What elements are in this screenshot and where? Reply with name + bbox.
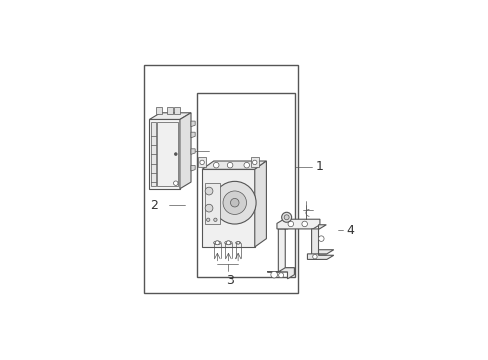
Polygon shape [250, 157, 259, 167]
Bar [157, 122, 178, 186]
Ellipse shape [235, 242, 240, 244]
Bar [167, 107, 173, 114]
Circle shape [206, 218, 209, 221]
Circle shape [230, 198, 239, 207]
Circle shape [270, 271, 277, 278]
Text: 3: 3 [225, 274, 233, 287]
Ellipse shape [224, 241, 232, 244]
Polygon shape [191, 149, 195, 154]
Circle shape [287, 221, 293, 227]
Circle shape [236, 242, 239, 244]
Circle shape [213, 162, 219, 168]
Circle shape [227, 162, 232, 168]
Bar [202, 169, 254, 247]
Polygon shape [307, 250, 333, 260]
Polygon shape [191, 166, 195, 171]
Polygon shape [198, 157, 206, 167]
Ellipse shape [213, 241, 221, 244]
Bar [156, 107, 162, 114]
Polygon shape [311, 225, 325, 260]
Polygon shape [267, 268, 294, 279]
Circle shape [281, 212, 291, 222]
Polygon shape [180, 113, 191, 189]
Circle shape [284, 215, 288, 220]
Polygon shape [149, 113, 191, 120]
Circle shape [205, 204, 212, 212]
Circle shape [318, 236, 324, 242]
Circle shape [252, 160, 257, 165]
Polygon shape [191, 121, 195, 127]
Polygon shape [276, 219, 319, 229]
Polygon shape [278, 225, 294, 272]
Circle shape [213, 181, 256, 224]
Bar [149, 120, 180, 189]
Circle shape [244, 162, 249, 168]
Text: 2: 2 [149, 199, 158, 212]
Circle shape [223, 191, 246, 215]
Circle shape [205, 187, 212, 195]
Bar [204, 183, 220, 224]
Circle shape [200, 160, 204, 165]
Bar [150, 122, 156, 186]
Polygon shape [191, 132, 195, 138]
Polygon shape [202, 161, 266, 169]
Bar [196, 93, 294, 278]
Circle shape [213, 218, 217, 221]
Bar [174, 107, 180, 114]
Text: 1: 1 [315, 160, 323, 173]
Circle shape [174, 153, 177, 156]
Bar [143, 66, 297, 293]
Circle shape [173, 181, 178, 185]
Text: 4: 4 [346, 224, 353, 237]
Polygon shape [254, 161, 266, 247]
Circle shape [312, 255, 317, 259]
Circle shape [278, 273, 283, 278]
Circle shape [215, 241, 219, 245]
Circle shape [301, 221, 307, 227]
Circle shape [226, 241, 230, 245]
